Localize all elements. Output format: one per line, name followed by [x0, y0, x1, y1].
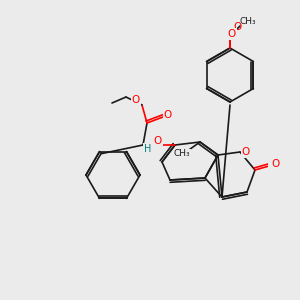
- Text: O: O: [271, 159, 279, 169]
- Text: O: O: [164, 110, 172, 120]
- Text: O: O: [132, 95, 140, 105]
- Text: CH₃: CH₃: [174, 149, 190, 158]
- Text: O: O: [269, 159, 277, 169]
- Text: H: H: [144, 144, 152, 154]
- Text: CH₃: CH₃: [240, 17, 256, 26]
- Text: O: O: [228, 29, 236, 39]
- Text: O: O: [154, 136, 162, 146]
- Text: O: O: [233, 22, 241, 32]
- Text: O: O: [242, 147, 250, 157]
